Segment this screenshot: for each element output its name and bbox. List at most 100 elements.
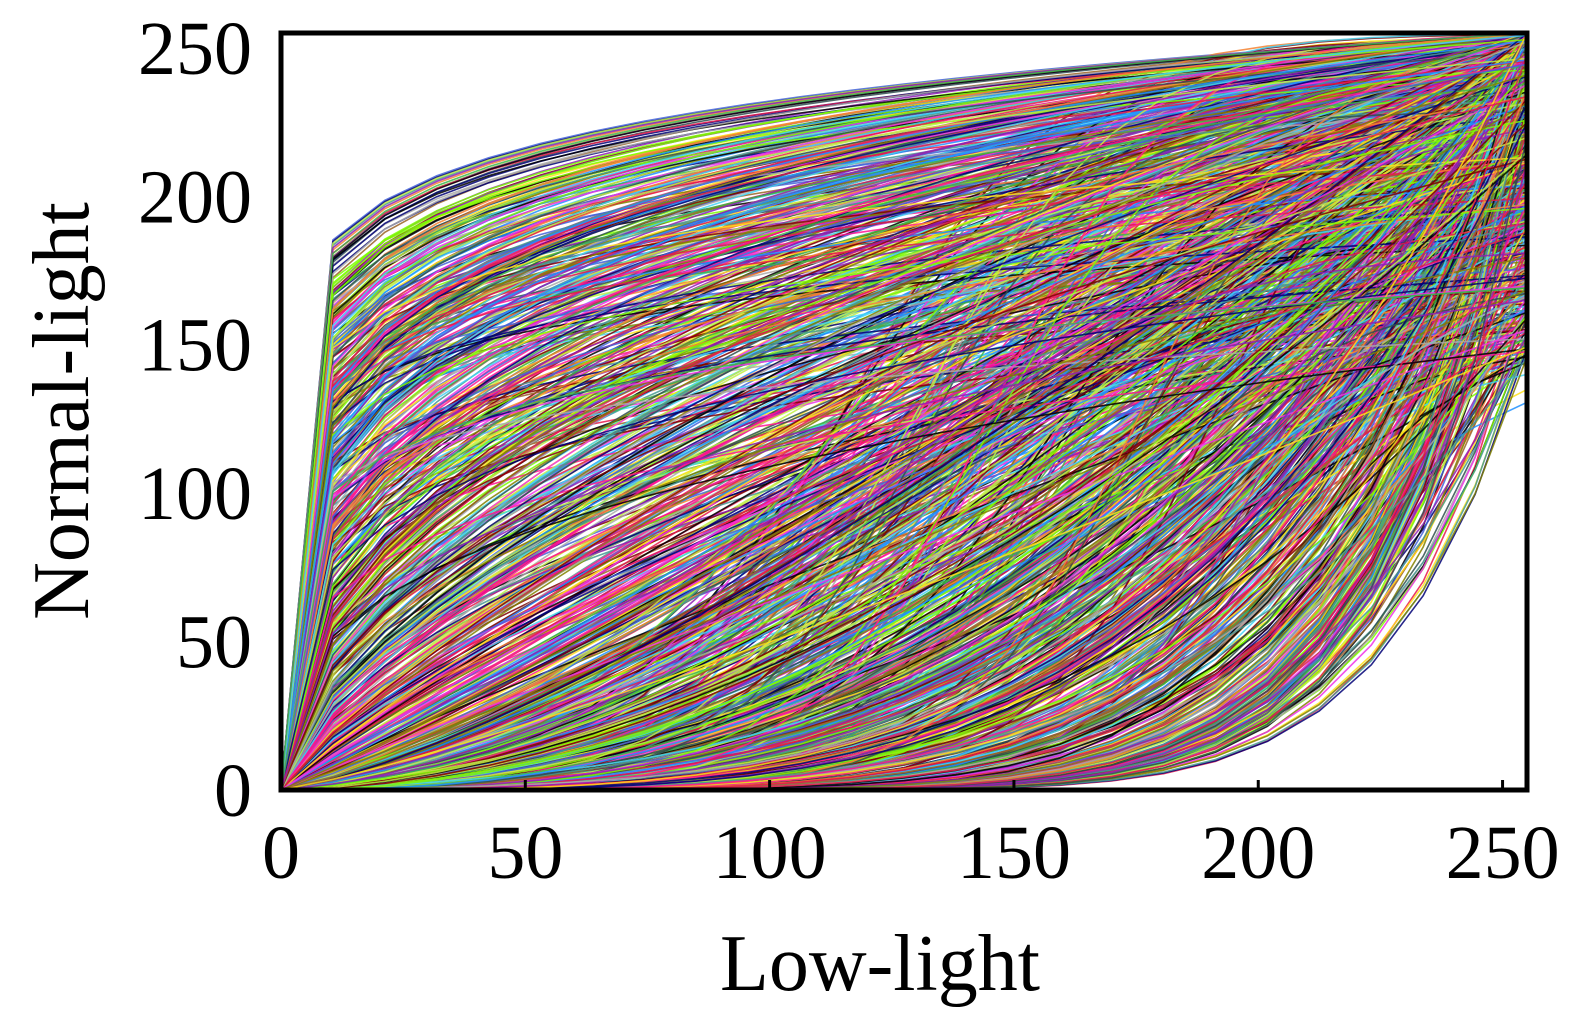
tone-curve (281, 251, 1527, 790)
tone-curve (281, 96, 1527, 790)
tone-curve (281, 246, 1527, 790)
tone-curve (281, 41, 1527, 790)
tone-curve (281, 69, 1527, 790)
y-tick-label: 200 (138, 155, 252, 239)
tone-curve (281, 74, 1527, 790)
x-axis: 0 50 100 150 200 250 (262, 780, 1560, 895)
curve-group (281, 33, 1527, 790)
tone-curve (281, 102, 1527, 790)
tone-curve (281, 293, 1527, 790)
tone-curve (281, 56, 1527, 790)
tone-curve (281, 99, 1527, 790)
y-tick-label: 0 (214, 749, 252, 833)
tone-curve (281, 299, 1527, 790)
y-axis: 0 50 100 150 200 250 (138, 7, 252, 833)
tone-curve (281, 338, 1527, 790)
tone-curve (281, 150, 1527, 790)
tone-curve (281, 75, 1527, 790)
x-tick-label: 250 (1446, 811, 1560, 895)
tone-curve (281, 119, 1527, 790)
tone-curve (281, 231, 1527, 790)
tone-curve (281, 59, 1527, 790)
tone-curve (281, 43, 1527, 790)
x-tick-label: 200 (1201, 811, 1315, 895)
tone-curve (281, 47, 1527, 790)
tone-curve (281, 274, 1527, 790)
tone-curve (281, 167, 1527, 790)
tone-curve (281, 136, 1527, 790)
tone-curve (281, 33, 1527, 790)
tone-curve (281, 95, 1527, 790)
tone-curve (281, 57, 1527, 790)
x-tick-label: 150 (957, 811, 1071, 895)
tone-curve (281, 62, 1527, 790)
tone-curve (281, 38, 1527, 790)
tone-curve (281, 34, 1527, 790)
tone-curve (281, 59, 1527, 790)
tone-curve (281, 350, 1527, 790)
tone-curve (281, 128, 1527, 790)
tone-curve (281, 34, 1527, 790)
tone-curve (281, 38, 1527, 790)
tone-curve (281, 161, 1527, 790)
tone-curve (281, 33, 1527, 790)
tone-curve (281, 34, 1527, 790)
tone-curve (281, 287, 1527, 790)
tone-curve (281, 83, 1527, 790)
tone-curve (281, 40, 1527, 790)
tone-curve (281, 334, 1527, 790)
tone-curve (281, 197, 1527, 790)
plot-frame (278, 30, 1530, 793)
tone-curve (281, 33, 1527, 790)
tone-curve (281, 69, 1527, 790)
tone-curve (281, 197, 1527, 790)
tone-curve (281, 78, 1527, 790)
tone-curve (281, 33, 1527, 790)
x-tick-label: 100 (713, 811, 827, 895)
tone-curve (281, 329, 1527, 790)
tone-curve (281, 129, 1527, 790)
tone-curve (281, 92, 1527, 790)
tone-curve (281, 35, 1527, 790)
tone-curve (281, 40, 1527, 790)
tone-curve (281, 102, 1527, 790)
tone-curve (281, 52, 1527, 790)
tone-curve (281, 63, 1527, 790)
y-tick-label: 100 (138, 452, 252, 536)
tone-curve (281, 155, 1527, 790)
tone-curve (281, 223, 1527, 790)
tone-curve (281, 33, 1527, 790)
tone-curve (281, 36, 1527, 790)
tone-curve (281, 91, 1527, 790)
tone-curve (281, 348, 1527, 790)
tone-curve (281, 156, 1527, 790)
tone-curve (281, 63, 1527, 790)
tone-curve (281, 158, 1527, 790)
tone-curve (281, 287, 1527, 790)
tone-curve (281, 116, 1527, 790)
x-tick-label: 50 (487, 811, 563, 895)
tone-curve (281, 33, 1527, 790)
tone-curve (281, 60, 1527, 790)
y-tick-label: 50 (176, 601, 252, 685)
tone-curve (281, 62, 1527, 790)
y-tick-label: 150 (138, 304, 252, 388)
y-axis-label: Normal-light (18, 202, 106, 620)
tone-curve (281, 70, 1527, 790)
tone-curve (281, 55, 1527, 790)
tone-curve (281, 289, 1527, 790)
tone-curve (281, 295, 1527, 790)
x-axis-label: Low-light (720, 920, 1040, 1008)
tone-curve (281, 33, 1527, 790)
tone-curve (281, 281, 1527, 790)
tone-curve (281, 34, 1527, 790)
tone-curve (281, 42, 1527, 790)
tone-curve (281, 160, 1527, 790)
tone-curve (281, 252, 1527, 790)
tone-curve (281, 98, 1527, 790)
tone-curve (281, 35, 1527, 790)
x-tick-label: 0 (262, 811, 300, 895)
tone-curve (281, 33, 1527, 790)
tone-curve (281, 93, 1527, 790)
